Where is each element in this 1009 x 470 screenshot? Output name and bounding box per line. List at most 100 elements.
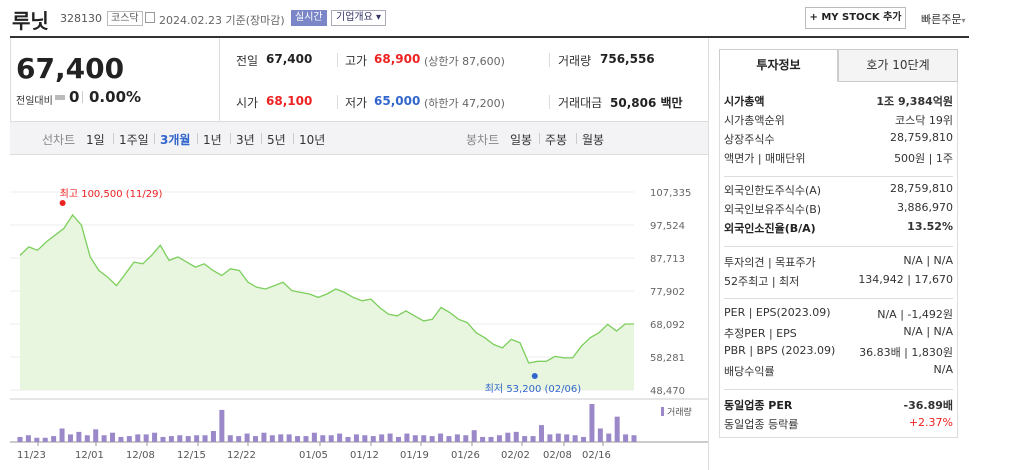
high-marker xyxy=(59,199,66,206)
tab-divider xyxy=(293,133,294,144)
volume-bar xyxy=(202,435,208,442)
price-chart[interactable]: 107,335 97,524 87,713 77,902 68,092 58,281 48,… xyxy=(10,155,708,470)
period-tab-2[interactable]: 3개월 xyxy=(160,133,191,147)
info-row-label[interactable]: 외국인보유주식수(B) xyxy=(724,203,822,216)
volume-bar xyxy=(152,432,158,442)
volume-bar xyxy=(513,431,519,442)
grid-divider xyxy=(337,53,338,67)
volume-bar xyxy=(110,432,116,442)
info-row: 외국인한도주식수(A) 28,759,810 xyxy=(724,182,953,200)
volume-bar xyxy=(261,432,267,442)
period-tab-4[interactable]: 3년 xyxy=(236,133,255,147)
info-row-label[interactable]: 추정PER | EPS xyxy=(724,327,797,340)
volume-bar xyxy=(581,436,587,442)
info-row-value: 3,886,970 xyxy=(897,201,953,214)
info-row-label[interactable]: 외국인소진율(B/A) xyxy=(724,222,816,235)
info-row: PBR | BPS (2023.09) 36.83배 | 1,830원 xyxy=(724,344,953,362)
current-price: 67,400 xyxy=(16,52,125,85)
volume-bar xyxy=(623,434,629,442)
candle-tab-2[interactable]: 월봉 xyxy=(582,133,605,147)
price-summary-grid xyxy=(220,38,708,122)
volume-bar xyxy=(555,433,561,442)
quick-order-button[interactable]: 빠른주문▾ xyxy=(921,13,966,26)
info-row-label[interactable]: 동일업종 등락률 xyxy=(724,418,799,431)
volume-bar xyxy=(126,436,132,442)
x-tick-label: 01/26 xyxy=(451,450,480,461)
volume-bar xyxy=(67,434,73,442)
lower-limit: (하한가 47,200) xyxy=(424,97,505,110)
info-row-value: N/A | N/A xyxy=(903,254,953,267)
company-overview-button[interactable]: 기업개요 ▾ xyxy=(331,10,387,26)
stock-name: 루닛 xyxy=(12,9,49,33)
info-row-value: N/A | N/A xyxy=(903,325,953,338)
info-row-label[interactable]: PBR | BPS (2023.09) xyxy=(724,344,836,357)
volume-bar xyxy=(412,435,418,442)
prev-close-label: 전일 xyxy=(236,54,259,68)
chevron-down-icon: ▾ xyxy=(376,12,382,23)
info-row-label[interactable]: 배당수익률 xyxy=(724,365,775,378)
info-row-value: 코스닥 19위 xyxy=(895,114,953,127)
info-row: 동일업종 등락률 +2.37% xyxy=(724,416,953,434)
x-tick-label: 12/01 xyxy=(75,450,104,461)
grid-divider xyxy=(337,95,338,109)
amount-value: 50,806 백만 xyxy=(610,96,683,110)
high-annotation: 최고 100,500 (11/29) xyxy=(60,188,163,200)
candle-tab-0[interactable]: 일봉 xyxy=(510,133,533,147)
info-row: 52주최고 | 최저 134,942 | 17,670 xyxy=(724,273,953,291)
info-row-label[interactable]: 외국인한도주식수(A) xyxy=(724,184,822,197)
info-row-label[interactable]: 시가총액순위 xyxy=(724,114,785,127)
my-stock-add-button[interactable]: + MY STOCK 추가 xyxy=(805,7,906,29)
volume-bar xyxy=(421,435,427,442)
volume-bar xyxy=(480,436,486,442)
realtime-badge[interactable]: 실시간 xyxy=(291,10,327,26)
x-tick-label: 12/15 xyxy=(177,450,206,461)
price-date: 2024.02.23 기준(장마감) xyxy=(159,14,285,27)
period-tab-6[interactable]: 10년 xyxy=(299,133,326,147)
tab-quote-10[interactable]: 호가 10단계 xyxy=(838,49,958,82)
info-row-label[interactable]: 액면가 | 매매단위 xyxy=(724,152,806,165)
info-row: 투자의견 | 목표주가 N/A | N/A xyxy=(724,254,953,272)
info-row-value: 28,759,810 xyxy=(890,131,953,144)
info-row-label[interactable]: 투자의견 | 목표주가 xyxy=(724,256,816,269)
period-tab-1[interactable]: 1주일 xyxy=(119,133,149,147)
volume-legend-swatch xyxy=(661,407,664,416)
header-divider xyxy=(10,36,969,38)
volume-bar xyxy=(454,434,460,442)
high-value: 68,900 xyxy=(374,52,421,66)
tab-invest-info[interactable]: 투자정보 xyxy=(719,49,838,82)
candle-tab-1[interactable]: 주봉 xyxy=(545,133,568,147)
change-percent: 0.00% xyxy=(89,88,142,106)
info-row: 상장주식수 28,759,810 xyxy=(724,131,953,149)
volume-bar xyxy=(395,436,401,442)
volume-bar xyxy=(547,434,553,442)
volume-bar xyxy=(219,409,225,442)
info-row-label[interactable]: PER | EPS(2023.09) xyxy=(724,306,831,319)
open-label: 시가 xyxy=(236,96,259,110)
period-tab-0[interactable]: 1일 xyxy=(86,133,105,147)
volume-bar xyxy=(177,435,183,442)
volume-bar xyxy=(631,435,637,442)
info-row-label[interactable]: 동일업종 PER xyxy=(724,399,793,412)
info-row-value: 13.52% xyxy=(907,220,953,233)
volume-bar xyxy=(51,436,57,442)
volume-bar xyxy=(17,436,23,442)
volume-bar xyxy=(463,435,469,442)
period-tab-5[interactable]: 5년 xyxy=(267,133,286,147)
info-row-label[interactable]: 52주최고 | 최저 xyxy=(724,275,800,288)
info-divider xyxy=(724,176,953,177)
volume-bar xyxy=(227,435,233,442)
tab-divider xyxy=(230,133,231,144)
chart-period-bar xyxy=(10,122,708,155)
volume-bar xyxy=(438,433,444,442)
info-row-value: 1조 9,384억원 xyxy=(876,95,953,108)
grid-divider xyxy=(549,53,550,67)
info-row: 시가총액순위 코스닥 19위 xyxy=(724,112,953,130)
period-tab-3[interactable]: 1년 xyxy=(203,133,222,147)
info-row-label[interactable]: 상장주식수 xyxy=(724,133,775,146)
tab-divider xyxy=(261,133,262,144)
low-label: 저가 xyxy=(345,96,368,110)
price-panel xyxy=(10,38,220,122)
info-row-label[interactable]: 시가총액 xyxy=(724,95,765,108)
info-row-value: 134,942 | 17,670 xyxy=(858,273,953,286)
volume-bar xyxy=(429,436,435,442)
